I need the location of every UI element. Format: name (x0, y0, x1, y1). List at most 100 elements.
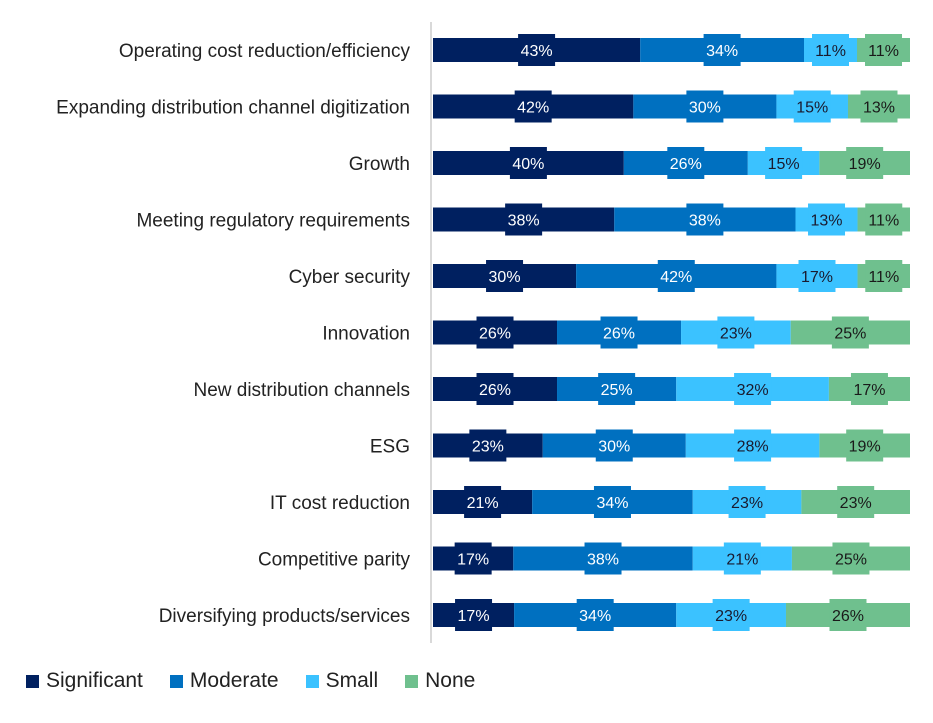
data-label: 26% (832, 608, 864, 625)
data-label-box (600, 316, 638, 349)
data-label-box (667, 147, 705, 179)
data-label: 30% (598, 439, 630, 456)
data-label-box (576, 599, 614, 631)
data-label: 32% (737, 382, 769, 399)
data-label: 13% (811, 213, 843, 230)
data-label-box (831, 316, 869, 349)
legend-label: Significant (46, 669, 143, 692)
data-label-box (734, 373, 772, 405)
legend-item-small: Small (305, 669, 378, 693)
category-label: Diversifying products/services (159, 606, 410, 627)
bar-row: 17% 38% 21% 25% (433, 542, 910, 575)
data-label-box (765, 147, 803, 179)
data-label: 42% (517, 100, 549, 117)
data-label-box (476, 373, 514, 405)
data-label: 19% (849, 439, 881, 456)
data-label-box (454, 542, 492, 575)
bar-row: 40% 26% 15% 19% (433, 147, 910, 179)
data-label: 23% (472, 439, 504, 456)
data-label-box (808, 203, 846, 236)
data-label: 23% (840, 495, 872, 512)
data-label-box (469, 429, 507, 462)
data-label-box (686, 90, 724, 123)
data-label: 28% (737, 439, 769, 456)
category-label: Competitive parity (258, 550, 411, 571)
category-label: IT cost reduction (270, 493, 410, 514)
data-label-box (595, 429, 633, 462)
data-label: 38% (587, 552, 619, 569)
category-label: New distribution channels (193, 380, 410, 401)
legend-item-none: None (405, 669, 475, 693)
data-label: 40% (512, 156, 544, 173)
bar-row: 26% 26% 23% 25% (433, 316, 910, 349)
category-labels: Operating cost reduction/efficiency Expan… (56, 41, 410, 627)
data-label-box (865, 260, 903, 292)
data-label-box (723, 542, 761, 575)
category-label: Expanding distribution channel digitizat… (56, 98, 410, 119)
data-label: 11% (868, 213, 899, 230)
data-label-box (832, 542, 870, 575)
data-label-box (455, 599, 493, 631)
data-label-box (476, 316, 514, 349)
data-label-box (734, 429, 772, 462)
legend-item-moderate: Moderate (169, 669, 279, 693)
legend-label: None (425, 669, 476, 692)
data-label: 23% (731, 495, 763, 512)
data-label-box (509, 147, 547, 179)
data-label-box (657, 260, 695, 292)
data-label: 17% (458, 608, 490, 625)
data-label-box (486, 260, 524, 292)
data-label: 26% (670, 156, 702, 173)
data-label: 34% (579, 608, 611, 625)
data-label-box (850, 373, 888, 405)
data-label-box (598, 373, 636, 405)
data-label: 21% (467, 495, 499, 512)
data-label-box (686, 203, 724, 236)
data-label-box (846, 429, 884, 462)
legend-swatch (305, 674, 319, 688)
bar-row: 17% 34% 23% 26% (433, 599, 910, 631)
category-label: Cyber security (289, 267, 411, 288)
data-label-box (464, 486, 502, 518)
data-label: 21% (726, 552, 758, 569)
data-label-box (514, 90, 552, 123)
data-label: 15% (768, 156, 800, 173)
data-label: 19% (849, 156, 881, 173)
data-label: 11% (868, 269, 899, 286)
category-label: Innovation (322, 324, 410, 345)
data-label-box (793, 90, 831, 123)
data-label: 11% (868, 43, 899, 60)
data-label: 30% (489, 269, 521, 286)
data-label-box (846, 147, 884, 179)
data-label: 26% (479, 326, 511, 343)
data-label: 43% (521, 43, 553, 60)
data-label-box (829, 599, 867, 631)
bar-row: 38% 38% 13% 11% (433, 203, 910, 236)
data-label: 26% (603, 326, 635, 343)
legend-swatch (26, 674, 39, 688)
data-label-box (712, 599, 750, 631)
legend: Significant Moderate Small None (26, 669, 502, 693)
data-label: 17% (801, 269, 833, 286)
data-label-box (728, 486, 766, 518)
legend-swatch (169, 674, 183, 688)
data-label: 25% (835, 552, 867, 569)
data-label-box (837, 486, 875, 518)
data-label-box (798, 260, 836, 292)
data-label-box (865, 203, 903, 236)
data-label: 23% (715, 608, 747, 625)
category-label: ESG (370, 437, 410, 458)
data-label: 13% (863, 100, 895, 117)
bar-row: 30% 42% 17% 11% (433, 260, 910, 292)
data-label: 38% (689, 213, 721, 230)
data-label: 25% (601, 382, 633, 399)
data-label-box (593, 486, 631, 518)
data-label: 15% (796, 100, 828, 117)
bars: 43% 34% 11% 11% 42% 30% 15% 13% 40% 26% 15% 19% 38% 3… (433, 34, 910, 631)
data-label-box (860, 90, 898, 123)
data-label: 17% (853, 382, 885, 399)
bar-row: 26% 25% 32% 17% (433, 373, 910, 405)
data-label-box (584, 542, 622, 575)
data-label-box (717, 316, 755, 349)
